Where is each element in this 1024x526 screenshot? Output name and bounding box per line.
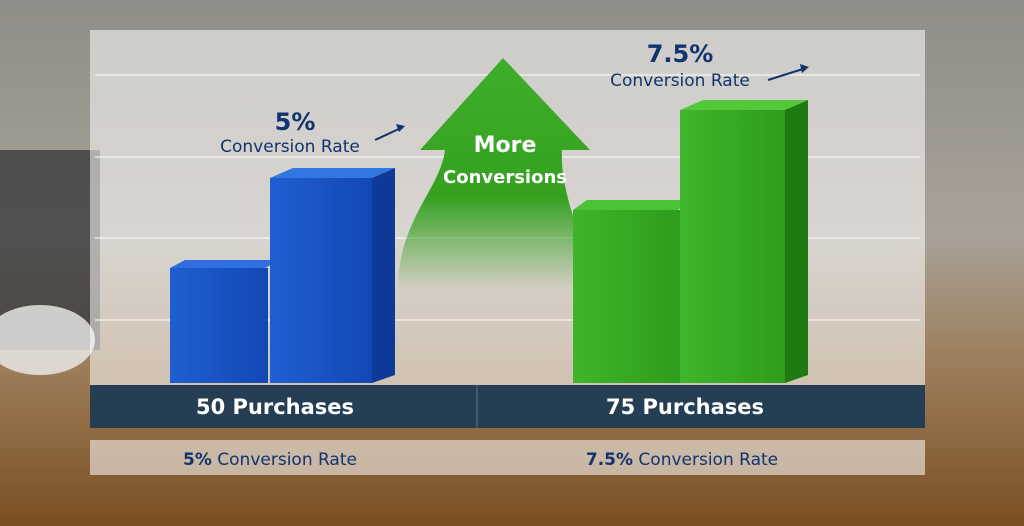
footer-strip	[90, 440, 925, 475]
right-footer-value: 7.5%	[586, 450, 633, 470]
bar-top	[270, 168, 395, 178]
center-line1: More	[474, 133, 537, 158]
right-rate-value: 7.5%	[647, 40, 714, 68]
right-pointer-head	[800, 64, 809, 73]
green-bars	[573, 100, 808, 383]
bar-side	[372, 168, 395, 383]
left-footer-caption: Conversion Rate	[217, 450, 357, 470]
label-bar	[90, 385, 925, 428]
left-rate-value: 5%	[275, 108, 316, 136]
right-purchases: 75 Purchases	[606, 395, 764, 419]
bar	[270, 178, 372, 383]
bar	[170, 268, 268, 383]
left-purchases: 50 Purchases	[196, 395, 354, 419]
left-pointer-head	[396, 124, 405, 132]
left-footer-value: 5%	[183, 450, 212, 470]
left-rate-caption: Conversion Rate	[220, 137, 360, 157]
bar	[573, 210, 680, 383]
bar-top	[573, 200, 692, 210]
right-footer-caption: Conversion Rate	[638, 450, 778, 470]
bar-top	[680, 100, 808, 110]
left-footer: 5% Conversion Rate	[183, 450, 357, 470]
arrow	[398, 58, 595, 290]
right-rate-caption: Conversion Rate	[610, 71, 750, 91]
center-line2: Conversions	[443, 167, 567, 188]
bar-side	[785, 100, 808, 383]
bar	[680, 110, 785, 383]
bar-top	[170, 260, 280, 268]
cup-blur	[0, 305, 95, 375]
right-pointer	[767, 67, 807, 81]
right-footer: 7.5% Conversion Rate	[586, 450, 778, 470]
blue-bars	[170, 168, 395, 383]
